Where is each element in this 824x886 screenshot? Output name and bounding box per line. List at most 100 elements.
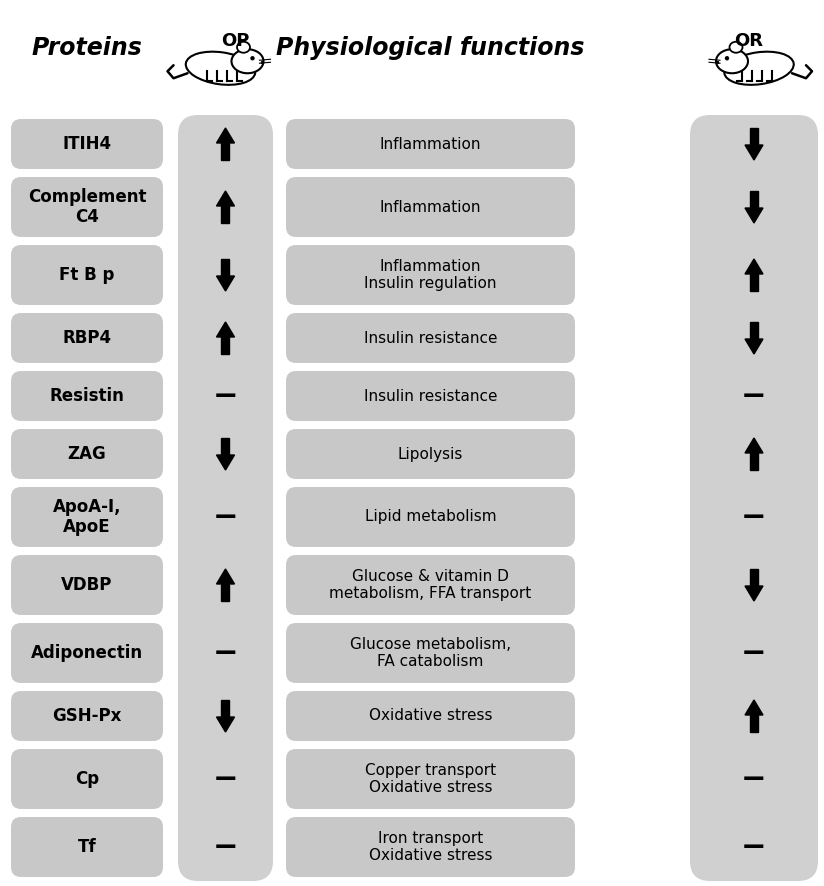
Polygon shape [745,259,763,274]
FancyBboxPatch shape [286,555,575,615]
Text: GSH-Px: GSH-Px [52,707,122,725]
Text: −: − [213,382,238,410]
Text: ITIH4: ITIH4 [63,135,111,153]
Polygon shape [745,339,763,354]
FancyBboxPatch shape [11,487,163,547]
FancyBboxPatch shape [11,177,163,237]
Text: −: − [742,833,767,861]
Text: Lipolysis: Lipolysis [398,447,463,462]
FancyBboxPatch shape [286,245,575,305]
Polygon shape [222,206,230,223]
Ellipse shape [716,50,748,74]
Text: ApoA-I,
ApoE: ApoA-I, ApoE [53,498,121,536]
FancyBboxPatch shape [286,429,575,479]
Polygon shape [745,208,763,223]
FancyBboxPatch shape [11,691,163,741]
FancyBboxPatch shape [11,623,163,683]
Polygon shape [217,191,235,206]
Text: Inflammation: Inflammation [380,136,481,152]
Polygon shape [217,455,235,470]
Polygon shape [750,274,758,291]
Text: RBP4: RBP4 [63,329,111,347]
Polygon shape [745,438,763,453]
Polygon shape [222,337,230,354]
Polygon shape [750,191,758,208]
Text: Oxidative stress: Oxidative stress [369,709,492,724]
Text: −: − [213,502,238,532]
Text: −: − [742,765,767,794]
FancyBboxPatch shape [286,119,575,169]
Polygon shape [222,259,230,276]
FancyBboxPatch shape [11,429,163,479]
Text: −: − [742,639,767,667]
FancyBboxPatch shape [286,817,575,877]
Text: Iron transport
Oxidative stress: Iron transport Oxidative stress [369,831,492,863]
FancyBboxPatch shape [11,313,163,363]
Ellipse shape [724,51,794,85]
Ellipse shape [185,51,255,85]
Circle shape [250,56,255,60]
Text: Proteins: Proteins [31,35,143,59]
Text: ZAG: ZAG [68,445,106,463]
FancyBboxPatch shape [286,177,575,237]
Polygon shape [745,145,763,160]
Text: Complement
C4: Complement C4 [28,188,146,227]
Circle shape [725,56,729,60]
FancyBboxPatch shape [11,245,163,305]
Polygon shape [217,569,235,584]
Ellipse shape [729,42,742,53]
Ellipse shape [237,42,250,53]
Ellipse shape [232,50,264,74]
Text: Glucose & vitamin D
metabolism, FFA transport: Glucose & vitamin D metabolism, FFA tran… [330,569,531,602]
Polygon shape [750,128,758,145]
Polygon shape [222,700,230,717]
FancyBboxPatch shape [690,115,818,881]
Text: Insulin resistance: Insulin resistance [363,330,497,346]
Polygon shape [222,143,230,160]
FancyBboxPatch shape [178,115,273,881]
FancyBboxPatch shape [286,371,575,421]
Text: −: − [213,639,238,667]
Polygon shape [217,128,235,143]
Text: OR: OR [734,32,764,51]
Text: −: − [213,833,238,861]
Text: Adiponectin: Adiponectin [31,644,143,662]
Text: Tf: Tf [77,838,96,856]
FancyBboxPatch shape [286,487,575,547]
Polygon shape [750,453,758,470]
Polygon shape [217,717,235,732]
FancyBboxPatch shape [286,623,575,683]
Text: VDBP: VDBP [61,576,113,594]
Text: Glucose metabolism,
FA catabolism: Glucose metabolism, FA catabolism [350,637,511,669]
Text: −: − [213,765,238,794]
Text: Cp: Cp [75,770,99,788]
Polygon shape [217,276,235,291]
Text: Copper transport
Oxidative stress: Copper transport Oxidative stress [365,763,496,796]
FancyBboxPatch shape [11,555,163,615]
Text: Inflammation
Insulin regulation: Inflammation Insulin regulation [364,259,497,291]
Text: −: − [742,382,767,410]
Text: Lipid metabolism: Lipid metabolism [365,509,496,525]
Text: Inflammation: Inflammation [380,199,481,214]
Polygon shape [745,586,763,601]
Polygon shape [750,569,758,586]
FancyBboxPatch shape [11,749,163,809]
FancyBboxPatch shape [286,749,575,809]
FancyBboxPatch shape [286,691,575,741]
Polygon shape [750,715,758,732]
Text: Insulin resistance: Insulin resistance [363,388,497,403]
FancyBboxPatch shape [11,119,163,169]
Text: Physiological functions: Physiological functions [276,35,585,59]
Polygon shape [745,700,763,715]
Text: Resistin: Resistin [49,387,124,405]
FancyBboxPatch shape [286,313,575,363]
Polygon shape [222,438,230,455]
Polygon shape [750,322,758,339]
FancyBboxPatch shape [11,817,163,877]
Text: −: − [742,502,767,532]
Text: Ft B p: Ft B p [59,266,115,284]
Polygon shape [222,584,230,601]
Text: OP: OP [222,32,250,51]
Polygon shape [217,322,235,337]
FancyBboxPatch shape [11,371,163,421]
